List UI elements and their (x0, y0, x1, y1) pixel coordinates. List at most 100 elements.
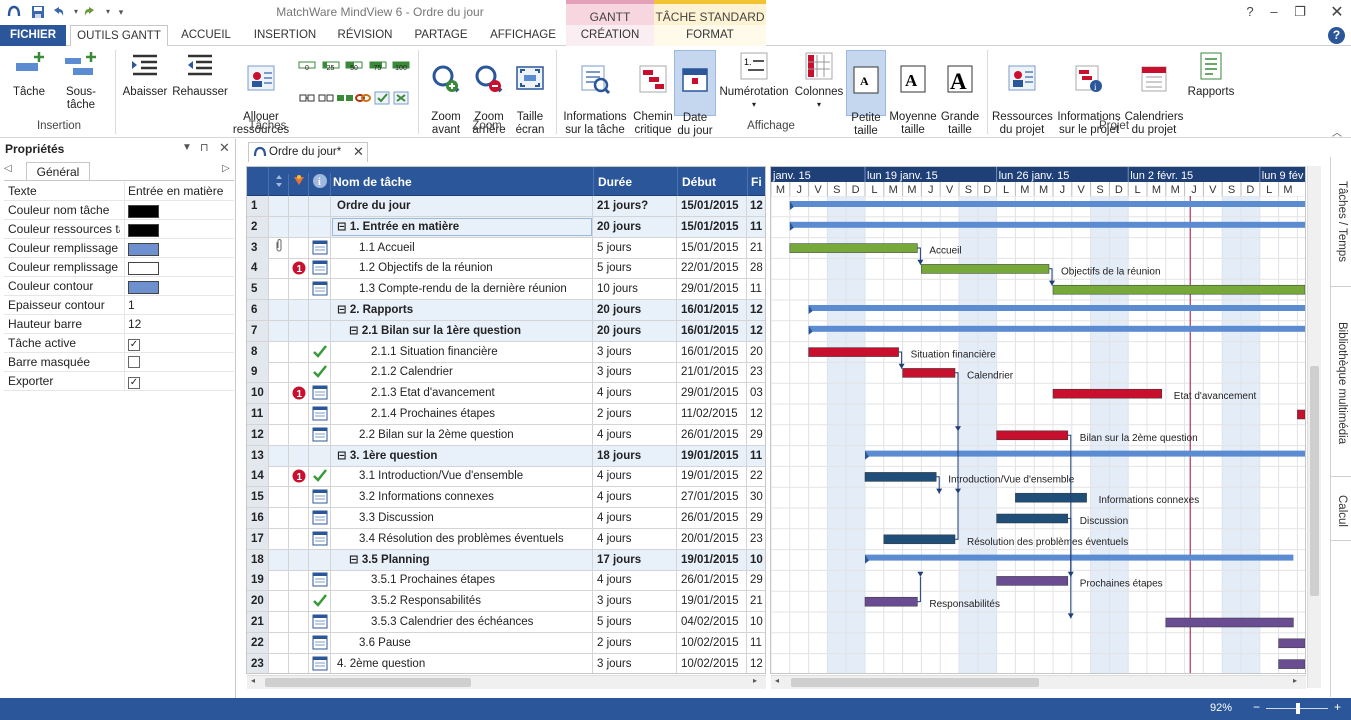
checkbox[interactable]: ✓ (128, 339, 140, 351)
task-name[interactable]: 2.2 Bilan sur la 2ème question (359, 428, 514, 441)
property-row[interactable]: Couleur nom tâche (4, 201, 234, 220)
gantt-vertical-scrollbar[interactable] (1307, 166, 1321, 688)
unlink-tasks-icon[interactable] (317, 90, 335, 106)
table-row[interactable]: 16 3.3 Discussion 4 jours 26/01/2015 29 (247, 508, 765, 529)
grid-scroll-thumb[interactable] (265, 678, 471, 687)
table-row[interactable]: 6 ⊟ 2. Rapports 20 jours 16/01/2015 12 (247, 300, 765, 321)
table-row[interactable]: 7 ⊟ 2.1 Bilan sur la 1ère question 20 jour… (247, 320, 765, 342)
info-header-icon[interactable]: i (309, 173, 331, 196)
scroll-right-icon[interactable]: ▷ (222, 163, 230, 174)
taille-ecran-button[interactable]: Taille écran (510, 50, 550, 136)
calendriers-projet-button[interactable]: Calendriers du projet (1124, 50, 1184, 136)
percent-50-button[interactable]: 50 (345, 60, 363, 74)
tab-creation[interactable]: CRÉATION (566, 25, 654, 46)
table-row[interactable]: 21 3.5.3 Calendrier des échéances 5 jours 0… (247, 612, 765, 633)
table-row[interactable]: 9 2.1.2 Calendrier 3 jours 21/01/2015 23 (247, 362, 765, 384)
table-row[interactable]: 10 1 2.1.3 Etat d'avancement 4 jours 29/01/2… (247, 383, 765, 405)
undo-dropdown-icon[interactable]: ▾ (73, 7, 78, 16)
tab-partage[interactable]: PARTAGE (414, 29, 468, 41)
task-name[interactable]: 3.4 Résolution des problèmes éventuels (359, 532, 564, 545)
property-checkbox[interactable]: ✓ (124, 334, 232, 352)
color-swatch[interactable] (128, 281, 159, 295)
colonnes-button[interactable]: Colonnes ▾ (794, 50, 844, 111)
tab-revision[interactable]: RÉVISION (337, 29, 393, 41)
gantt-scroll-right-icon[interactable]: ▸ (1293, 676, 1298, 685)
collapse-ribbon-icon[interactable]: ︿ (1332, 128, 1342, 139)
task-name[interactable]: 2.1.2 Calendrier (371, 366, 453, 379)
table-row[interactable]: 12 2.2 Bilan sur la 2ème question 4 jours 2… (247, 424, 765, 446)
property-value[interactable]: 12 (124, 315, 232, 333)
task-name[interactable]: 3.5.3 Calendrier des échéances (371, 616, 534, 628)
property-color-swatch[interactable] (124, 201, 232, 219)
priority-header-icon[interactable] (289, 173, 309, 196)
gantt-horizontal-scrollbar[interactable]: ◂ ▸ (771, 675, 1306, 689)
tab-format[interactable]: FORMAT (654, 25, 766, 46)
header-duree[interactable]: Durée (593, 167, 677, 196)
color-swatch[interactable] (128, 205, 159, 219)
collapse-toggle-icon[interactable]: ⊟ (349, 324, 362, 337)
table-row[interactable]: 14 1 3.1 Introduction/Vue d'ensemble 4 jour… (247, 466, 765, 488)
date-du-jour-button[interactable]: Date du jour (674, 50, 716, 137)
scroll-left-icon[interactable]: ◁ (4, 163, 12, 174)
property-value[interactable]: Entrée en matière (124, 182, 232, 200)
task-name[interactable]: 1.1 Accueil (359, 241, 415, 254)
sous-tache-button[interactable]: Sous-tâche (52, 50, 110, 111)
task-name[interactable]: 3.1 Introduction/Vue d'ensemble (359, 470, 524, 483)
table-row[interactable]: 20 3.5.2 Responsabilités 3 jours 19/01/2015… (247, 591, 765, 613)
property-row[interactable]: Barre masquée (4, 353, 234, 373)
redo-dropdown-icon[interactable]: ▾ (105, 7, 110, 16)
chain-break-icon[interactable] (354, 90, 372, 106)
side-tab-taches-temps[interactable]: Tâches / Temps (1331, 157, 1351, 287)
pane-dropdown-icon[interactable]: ▼ (182, 142, 192, 153)
gantt-vscroll-thumb[interactable] (1310, 366, 1319, 596)
property-row[interactable]: Hauteur barre 12 (4, 315, 234, 334)
property-row[interactable]: Tâche active ✓ (4, 334, 234, 353)
numerotation-button[interactable]: 1. Numérotation ▾ (716, 50, 792, 111)
task-name[interactable]: 1. Entrée en matière (349, 220, 460, 233)
property-row[interactable]: Exporter ✓ (4, 372, 234, 391)
restore-button[interactable]: ❐ (1294, 4, 1306, 19)
customize-qat-icon[interactable]: ▾ (118, 7, 124, 17)
table-row[interactable]: 11 2.1.4 Prochaines étapes 2 jours 11/02/20… (247, 404, 765, 425)
property-checkbox[interactable]: ✓ (124, 372, 232, 390)
zoom-in-status-icon[interactable]: + (1334, 700, 1342, 714)
task-mark-icon[interactable] (392, 90, 410, 106)
header-select-all[interactable] (247, 167, 269, 196)
minimize-button[interactable]: – (1270, 4, 1278, 19)
table-row[interactable]: 5 1.3 Compte-rendu de la dernière réunion… (247, 279, 765, 301)
rehausser-button[interactable]: Rehausser (172, 50, 228, 99)
checkbox[interactable]: ✓ (128, 377, 140, 389)
task-name[interactable]: 3.2 Informations connexes (359, 491, 494, 504)
percent-25-button[interactable]: 25 (322, 60, 340, 74)
table-row[interactable]: 22 3.6 Pause 2 jours 10/02/2015 11 (247, 632, 765, 654)
property-color-swatch[interactable] (124, 239, 232, 257)
petite-taille-button[interactable]: A Petite taille (846, 50, 886, 137)
undo-icon[interactable] (50, 4, 66, 20)
table-row[interactable]: 18 ⊟ 3.5 Planning 17 jours 19/01/2015 10 (247, 549, 765, 571)
color-swatch[interactable] (128, 224, 159, 238)
pin-icon[interactable]: ⊓ (200, 142, 209, 154)
collapse-toggle-icon[interactable]: ⊟ (349, 553, 362, 566)
task-name[interactable]: Ordre du jour (337, 200, 411, 212)
tab-outils-gantt[interactable]: OUTILS GANTT (70, 25, 168, 47)
task-name[interactable]: 2.1.3 Etat d'avancement (371, 387, 495, 400)
zoom-slider-thumb[interactable] (1296, 703, 1300, 714)
moyenne-taille-button[interactable]: A Moyenne taille (888, 50, 938, 136)
zoom-out-status-icon[interactable]: − (1253, 700, 1261, 714)
collapse-toggle-icon[interactable]: ⊟ (337, 304, 350, 316)
gantt-canvas[interactable]: janv. 15 lun 19 janv. 15 lun 26 janv. 15 lu… (771, 167, 1306, 674)
property-row[interactable]: Couleur contour (4, 277, 234, 296)
task-name[interactable]: 4. 2ème question (337, 657, 426, 670)
table-row[interactable]: 23 4. 2ème question 3 jours 10/02/2015 12 (247, 653, 765, 673)
header-debut[interactable]: Début (677, 167, 747, 196)
task-name[interactable]: 3.3 Discussion (359, 512, 434, 524)
zoom-arriere-button[interactable]: Zoom arrière (468, 50, 510, 136)
property-value[interactable]: 1 (124, 296, 232, 314)
task-name[interactable]: 1.3 Compte-rendu de la dernière réunion (359, 283, 567, 296)
abaisser-button[interactable]: Abaisser (120, 50, 170, 99)
table-row[interactable]: 1 Ordre du jour 21 jours? 15/01/2015 12 (247, 196, 765, 217)
task-name[interactable]: 3. 1ère question (349, 449, 438, 462)
allouer-ressources-button[interactable]: Allouer ressources (232, 50, 290, 136)
collapse-toggle-icon[interactable]: ⊟ (337, 449, 350, 462)
side-tab-bibliotheque[interactable]: Bibliothèque multimédia (1331, 291, 1351, 477)
